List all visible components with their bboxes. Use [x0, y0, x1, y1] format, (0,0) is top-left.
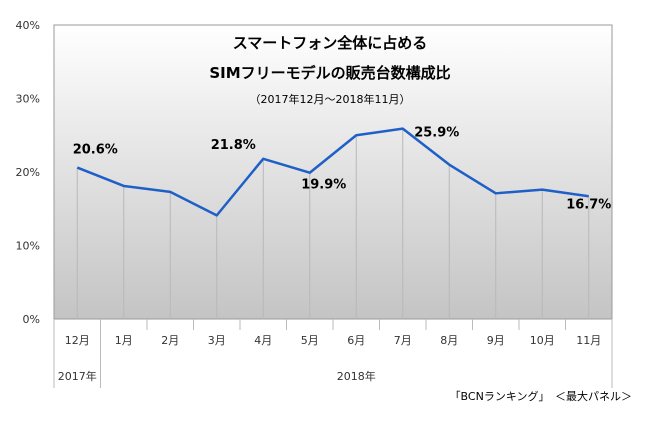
chart-subtitle: （2017年12月～2018年11月）: [250, 92, 411, 106]
data-label: 20.6%: [73, 143, 118, 158]
x-group-label: 2018年: [337, 369, 376, 383]
x-tick-label: 12月: [65, 334, 90, 347]
y-tick-label: 20%: [16, 166, 40, 179]
x-tick-label: 10月: [530, 334, 555, 347]
chart-title-2: SIMフリーモデルの販売台数構成比: [209, 64, 450, 82]
x-tick-label: 8月: [440, 334, 458, 347]
source-note: 「BCNランキング」 ＜最大パネル＞: [450, 389, 632, 403]
x-group-label: 2017年: [58, 369, 97, 383]
y-tick-label: 40%: [16, 19, 40, 32]
y-tick-label: 0%: [23, 313, 40, 326]
data-label: 16.7%: [566, 197, 611, 212]
data-label: 25.9%: [414, 126, 459, 141]
x-tick-label: 5月: [301, 334, 319, 347]
series-line: [76, 127, 589, 217]
x-tick-label: 11月: [576, 334, 601, 347]
x-tick-label: 9月: [487, 334, 505, 347]
data-label: 21.8%: [211, 138, 256, 153]
x-tick-label: 6月: [347, 334, 365, 347]
plot-area: [53, 24, 613, 320]
y-tick-label: 30%: [16, 93, 40, 106]
x-tick-label: 2月: [161, 334, 179, 347]
chart-title: スマートフォン全体に占める: [233, 34, 428, 52]
data-label: 19.9%: [301, 178, 346, 193]
x-tick-label: 4月: [254, 334, 272, 347]
y-tick-label: 10%: [16, 240, 40, 253]
x-tick-label: 3月: [208, 334, 226, 347]
x-tick-label: 7月: [394, 334, 412, 347]
x-tick-label: 1月: [115, 334, 133, 347]
